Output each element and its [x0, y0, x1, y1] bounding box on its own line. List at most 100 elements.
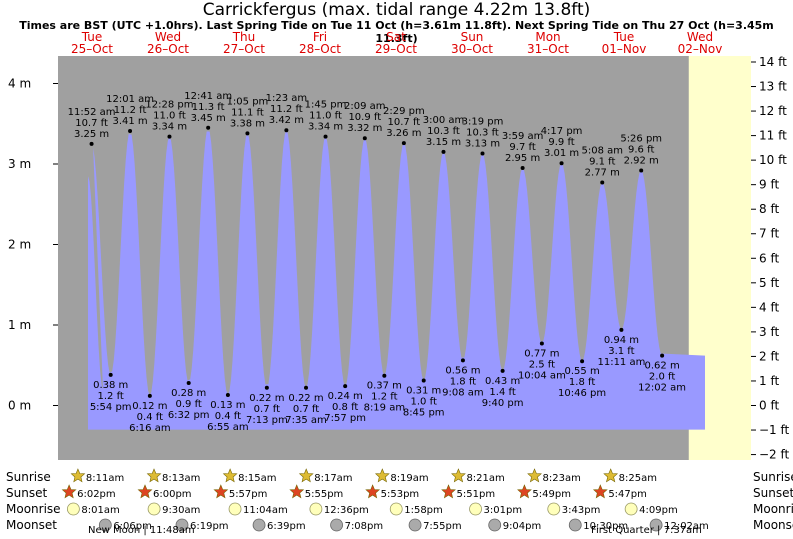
sunrise-time: 8:15am [238, 473, 276, 484]
high-tide-time: 1:05 pm [227, 96, 269, 107]
row-label-right: Sunrise [753, 470, 793, 484]
day-date-label: 25–Oct [71, 42, 113, 56]
tide-point [382, 373, 387, 378]
y-right-tick-label: 11 ft [759, 129, 787, 143]
y-right-tick-label: 5 ft [759, 276, 779, 290]
moonrise-time: 9:30am [162, 505, 200, 516]
y-right-tick-label: 2 ft [759, 349, 779, 363]
day-name-label: Sun [461, 30, 484, 44]
high-tide-feet: 11.0 ft [309, 111, 342, 122]
sunset-time: 5:57pm [229, 489, 268, 500]
day-date-label: 30–Oct [451, 42, 493, 56]
moonrise-icon [389, 502, 403, 516]
moonset-time: 6:19pm [190, 521, 229, 532]
moonset-time: 7:08pm [345, 521, 384, 532]
moonrise-time: 11:04am [243, 505, 288, 516]
high-tide-time: 2:29 pm [383, 106, 425, 117]
day-name-label: Thu [232, 30, 256, 44]
tide-point [343, 384, 348, 389]
moonset-icon [98, 518, 112, 532]
day-name-label: Tue [613, 30, 635, 44]
moonrise-icon [309, 502, 323, 516]
low-tide-feet: 0.7 ft [293, 404, 319, 415]
tide-point [639, 168, 644, 173]
low-tide-time: 6:16 am [129, 423, 171, 434]
low-tide-feet: 0.7 ft [254, 404, 280, 415]
moonset-time: 9:04pm [503, 521, 542, 532]
sunset-icon [365, 484, 381, 499]
sunrise-icon [146, 468, 162, 483]
low-tide-time: 7:57 pm [324, 413, 366, 424]
low-tide-time: 6:32 pm [168, 410, 210, 421]
day-date-label: 02–Nov [678, 42, 723, 56]
tide-point [186, 380, 191, 385]
sunset-icon [441, 484, 456, 499]
new-moon-label: New Moon | 11:48am [88, 525, 195, 536]
high-tide-time: 12:41 am [184, 91, 232, 102]
sunrise-icon [374, 468, 390, 483]
day-labels: Tue25–OctWed26–OctThu27–OctFri28–OctSat2… [71, 30, 722, 56]
high-tide-feet: 9.9 ft [548, 137, 574, 148]
y-right-tick-label: 4 ft [759, 300, 779, 314]
tide-point [600, 180, 605, 185]
y-right-tick-label: 9 ft [759, 178, 779, 192]
tide-point [660, 353, 665, 358]
high-tide-metres: 3.34 m [308, 122, 343, 133]
y-right-tick-label: −1 ft [759, 423, 790, 437]
tide-point [539, 341, 544, 346]
sunrise-icon [527, 468, 542, 483]
sunset-icon [289, 484, 305, 499]
high-tide-feet: 11.0 ft [153, 111, 186, 122]
low-tide-metres: 0.62 m [645, 361, 680, 372]
high-tide-feet: 9.1 ft [589, 157, 615, 168]
high-tide-metres: 3.38 m [230, 118, 265, 129]
y-left-tick-label: 4 m [8, 77, 31, 91]
moonrise-time: 12:36pm [324, 505, 369, 516]
low-tide-feet: 3.1 ft [608, 346, 634, 357]
low-tide-metres: 0.31 m [406, 386, 441, 397]
day-date-label: 27–Oct [223, 42, 265, 56]
high-tide-time: 11:52 am [68, 107, 116, 118]
high-tide-metres: 3.45 m [191, 113, 226, 124]
low-tide-feet: 1.2 ft [98, 391, 124, 402]
y-right-tick-label: 8 ft [759, 202, 779, 216]
y-right-tick-label: 3 ft [759, 325, 779, 339]
sunrise-time: 8:13am [162, 473, 200, 484]
high-tide-time: 12:28 pm [145, 100, 193, 111]
low-tide-feet: 0.4 ft [215, 411, 241, 422]
low-tide-time: 8:45 pm [403, 408, 445, 419]
sunset-time: 6:02pm [77, 489, 116, 500]
moonset-time: 10:30pm [583, 521, 628, 532]
low-tide-metres: 0.37 m [367, 381, 402, 392]
sunset-time: 5:55pm [305, 489, 344, 500]
high-tide-metres: 3.13 m [465, 139, 500, 150]
tide-point [89, 141, 94, 146]
sunrise-time: 8:23am [543, 473, 581, 484]
high-tide-metres: 2.92 m [624, 155, 659, 166]
tide-point [619, 327, 624, 332]
moonset-icon [649, 518, 663, 532]
y-right-tick-label: 7 ft [759, 227, 779, 241]
low-tide-metres: 0.22 m [288, 393, 323, 404]
day-name-label: Wed [155, 30, 181, 44]
chart-axes: 0 m 1 m 2 m 3 m 4 m −2 ft −1 ft 0 ft 1 ft 2 ft 3 f… [8, 55, 790, 462]
day-date-label: 01–Nov [602, 42, 647, 56]
y-left-tick-label: 3 m [8, 157, 31, 171]
low-tide-time: 6:55 am [207, 422, 249, 433]
moonrise-icon [66, 502, 80, 516]
high-tide-feet: 10.3 ft [466, 128, 499, 139]
moonrise-icon [624, 502, 638, 516]
chart-title: Carrickfergus (max. tidal range 4.22m 13… [202, 0, 591, 20]
tide-point [108, 372, 113, 377]
high-tide-feet: 9.7 ft [509, 142, 535, 153]
sunset-icon [137, 484, 153, 499]
low-tide-feet: 1.4 ft [489, 387, 515, 398]
sunset-icon [517, 484, 532, 499]
high-tide-metres: 3.41 m [112, 116, 147, 127]
low-tide-metres: 0.43 m [485, 376, 520, 387]
moonset-icon [488, 518, 502, 532]
low-tide-metres: 0.24 m [328, 391, 363, 402]
row-label-left: Sunset [6, 486, 47, 500]
chart-subtitle: Times are BST (UTC +1.0hrs). Last Spring… [19, 19, 774, 45]
moonset-icon [568, 518, 582, 532]
